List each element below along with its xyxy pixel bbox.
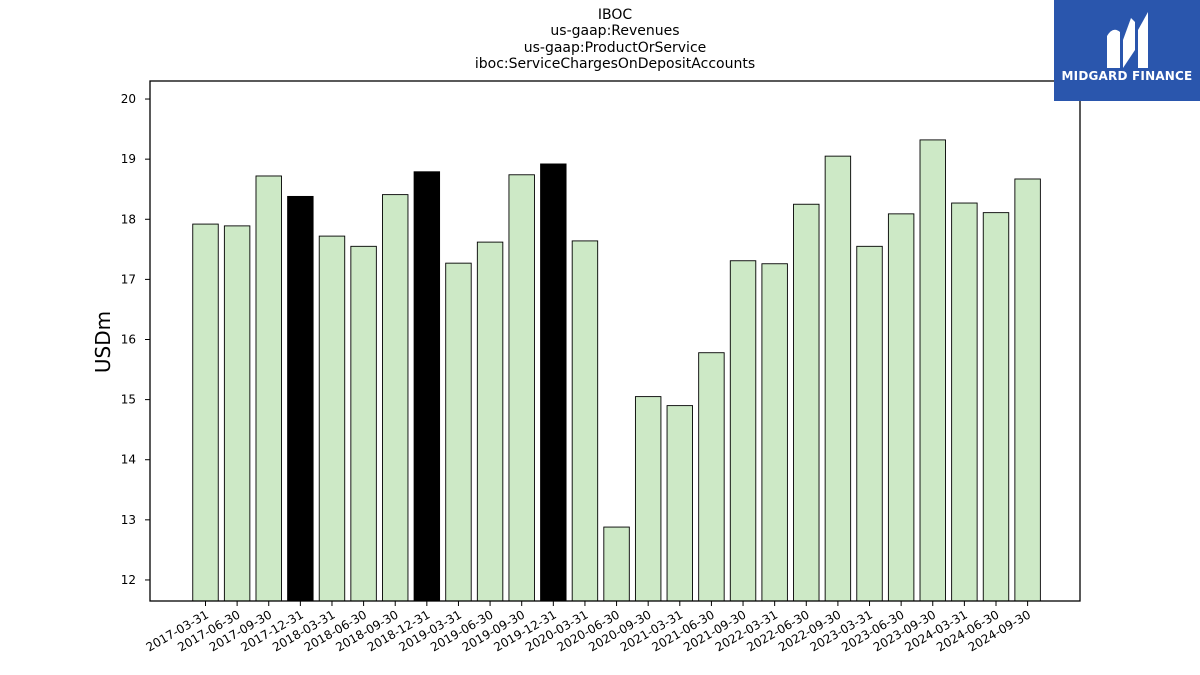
bar-2018-12-31 — [413, 171, 441, 602]
bar-2022-03-31 — [761, 263, 788, 602]
y-tick-label: 19 — [121, 152, 136, 166]
bars-group — [192, 139, 1041, 602]
bar-2023-09-30 — [919, 139, 946, 602]
bar-2019-06-30 — [476, 241, 504, 602]
x-axis: 2017-03-312017-06-302017-09-302017-12-31… — [144, 601, 1033, 654]
bar-2020-09-30 — [634, 396, 662, 602]
bar-2021-09-30 — [729, 260, 757, 602]
y-tick-label: 12 — [121, 573, 136, 587]
y-tick-label: 14 — [121, 453, 136, 467]
bar-2024-06-30 — [982, 212, 1010, 602]
bar-2022-09-30 — [824, 155, 852, 602]
bar-2020-03-31 — [571, 240, 599, 602]
y-tick-label: 15 — [121, 393, 136, 407]
bar-2024-09-30 — [1014, 178, 1041, 602]
bar-2019-03-31 — [445, 262, 472, 602]
y-tick-label: 16 — [121, 332, 136, 346]
bar-2019-09-30 — [508, 174, 535, 602]
bar-2021-06-30 — [698, 352, 725, 602]
midgard-finance-logo: MIDGARD FINANCE — [1054, 0, 1200, 101]
y-axis-label: USDm — [91, 311, 115, 373]
bar-2018-09-30 — [382, 194, 409, 602]
bar-2022-06-30 — [793, 203, 820, 602]
bar-2017-12-31 — [287, 195, 314, 602]
bar-2017-06-30 — [223, 225, 251, 602]
bar-2024-03-31 — [951, 202, 978, 602]
bar-2017-03-31 — [192, 223, 219, 602]
chart-title-line-1: IBOC — [597, 7, 633, 23]
bar-2023-06-30 — [887, 213, 915, 602]
logo-text: MIDGARD FINANCE — [1061, 69, 1193, 83]
chart-title-line-2: us-gaap:Revenues — [550, 23, 680, 40]
bar-2017-09-30 — [255, 175, 282, 602]
bar-2021-03-31 — [666, 405, 693, 602]
bar-2020-06-30 — [603, 526, 630, 602]
chart-title: IBOC us-gaap:Revenues us-gaap:ProductOrS… — [150, 7, 1080, 72]
bar-2018-03-31 — [318, 235, 346, 602]
y-tick-label: 20 — [121, 92, 136, 106]
bar-2018-06-30 — [350, 245, 377, 602]
bar-2023-03-31 — [856, 245, 883, 602]
bar-2019-12-31 — [540, 163, 567, 602]
y-axis: 12 13 14 15 16 17 18 19 20 — [121, 92, 150, 587]
plot-frame — [149, 80, 1081, 602]
y-tick-label: 13 — [121, 513, 136, 527]
logo-mark-icon — [1107, 12, 1148, 68]
chart-title-line-4: iboc:ServiceChargesOnDepositAccounts — [474, 55, 756, 72]
y-tick-label: 18 — [121, 212, 136, 226]
y-tick-label: 17 — [121, 272, 136, 286]
chart-title-line-3: us-gaap:ProductOrService — [523, 39, 707, 56]
